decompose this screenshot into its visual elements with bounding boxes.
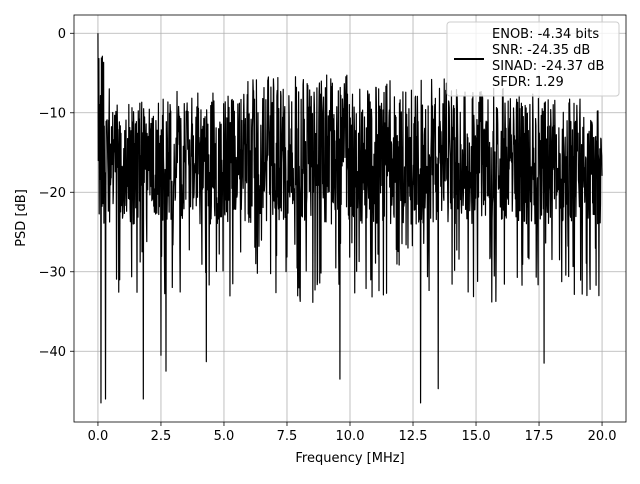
legend-text-sfdr: SFDR: 1.29 [492, 75, 564, 90]
x-tick-label: 10.0 [336, 429, 365, 444]
y-tick-label: −20 [39, 186, 66, 201]
x-tick-label: 15.0 [462, 429, 491, 444]
psd-trace [97, 33, 603, 404]
legend-text-enob: ENOB: -4.34 bits [492, 27, 599, 42]
x-tick-label: 0.0 [88, 429, 109, 444]
y-axis-label: PSD [dB] [14, 189, 29, 247]
series-psd [97, 33, 603, 404]
x-tick-label: 12.5 [399, 429, 428, 444]
x-axis-label: Frequency [MHz] [295, 451, 404, 466]
x-axis-ticks: 0.0 2.5 5.0 7.5 10.0 12.5 15.0 17.5 20.0 [88, 422, 617, 444]
x-tick-label: 2.5 [151, 429, 172, 444]
x-tick-label: 7.5 [277, 429, 298, 444]
y-axis-ticks: 0 −10 −20 −30 −40 [39, 27, 74, 360]
legend-text-sinad: SINAD: -24.37 dB [492, 59, 604, 74]
y-tick-label: −10 [39, 106, 66, 121]
x-tick-label: 5.0 [214, 429, 235, 444]
x-tick-label: 17.5 [525, 429, 554, 444]
x-tick-label: 20.0 [588, 429, 617, 444]
legend-text-snr: SNR: -24.35 dB [492, 43, 590, 58]
y-tick-label: −40 [39, 345, 66, 360]
y-tick-label: −30 [39, 265, 66, 280]
legend: ENOB: -4.34 bits SNR: -24.35 dB SINAD: -… [446, 21, 620, 97]
y-tick-label: 0 [58, 27, 66, 42]
legend-box [446, 21, 620, 97]
